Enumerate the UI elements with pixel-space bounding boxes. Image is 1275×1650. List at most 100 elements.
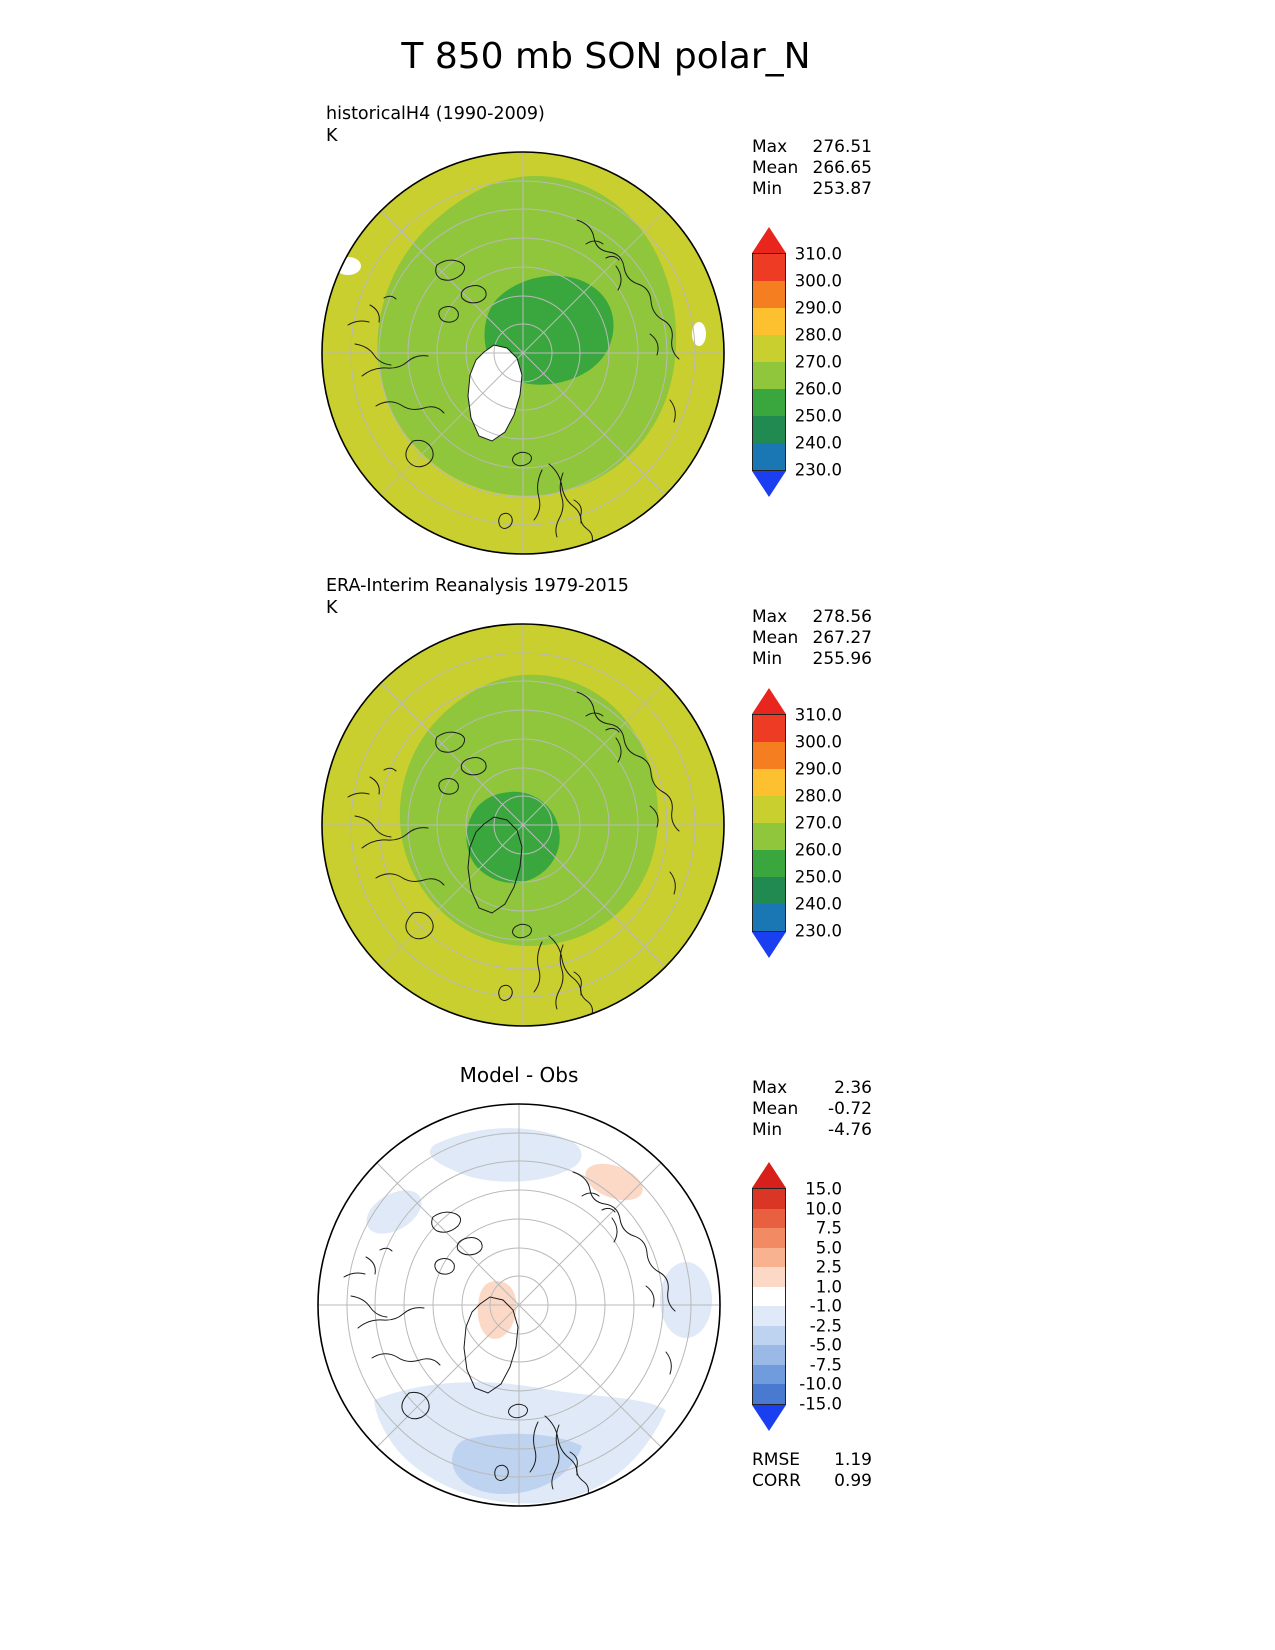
- colorbar-segment: [753, 389, 785, 416]
- stat-value: 253.87: [812, 179, 872, 199]
- panel3-graticule: [318, 1104, 720, 1506]
- panel3-diff-cool-left: [366, 1190, 422, 1234]
- colorbar-tick-label: 280.0: [794, 786, 842, 806]
- colorbar-extend-min-arrow: [752, 1404, 786, 1431]
- stat-label: Min: [752, 179, 783, 199]
- colorbar-extend-max-arrow: [752, 1162, 786, 1188]
- colorbar-tick-label: 230.0: [794, 921, 842, 941]
- colorbar-tick-label: 10.0: [805, 1199, 842, 1218]
- page-title: T 850 mb SON polar_N: [401, 36, 811, 77]
- panel3-stats-block: Max 2.36 Mean -0.72 Min -4.76: [752, 1078, 872, 1141]
- colorbar-segment: [753, 254, 785, 281]
- colorbar-tick-label: 310.0: [794, 705, 842, 725]
- stat-row: Max 276.51: [752, 137, 872, 158]
- colorbar-segment: [753, 416, 785, 443]
- colorbar-segment: [753, 1345, 785, 1365]
- stat-row: RMSE 1.19: [752, 1450, 872, 1471]
- colorbar-tick-label: 310.0: [794, 244, 842, 264]
- colorbar-tick-label: -10.0: [799, 1374, 842, 1394]
- colorbar-segment: [753, 1325, 785, 1345]
- stat-row: Min 253.87: [752, 179, 872, 200]
- colorbar-tick-label: 290.0: [794, 298, 842, 318]
- stat-label: Mean: [752, 1099, 799, 1119]
- panel1-greenland-mask: [468, 345, 522, 441]
- colorbar-tick-label: -1.0: [809, 1296, 842, 1316]
- colorbar-segment: [753, 1286, 785, 1306]
- colorbar-extend-min-arrow: [752, 932, 786, 958]
- panel1-units-label: K: [326, 126, 338, 146]
- colorbar-segment: [753, 1306, 785, 1326]
- panel1-graticule: [322, 152, 724, 554]
- colorbar-tick-label: 300.0: [794, 271, 842, 291]
- colorbar-segment: [753, 362, 785, 389]
- stat-label: Mean: [752, 158, 799, 178]
- colorbar-tick-label: 1.0: [815, 1277, 842, 1296]
- stat-row: Mean 267.27: [752, 628, 872, 649]
- panel2-map-svg: [321, 623, 725, 1027]
- colorbar-segment: [753, 443, 785, 470]
- panel2-stats-block: Max 278.56 Mean 267.27 Min 255.96: [752, 607, 872, 670]
- stat-row: CORR 0.99: [752, 1471, 872, 1492]
- colorbar-segment: [753, 281, 785, 308]
- colorbar-segment: [753, 1384, 785, 1404]
- colorbar-body: [752, 1188, 786, 1405]
- stat-value: 1.19: [834, 1450, 872, 1470]
- stat-row: Max 2.36: [752, 1078, 872, 1099]
- stat-label: Min: [752, 1120, 783, 1140]
- panel3-title: Model - Obs: [459, 1063, 579, 1087]
- stat-label: Min: [752, 649, 783, 669]
- panel3-diff-cool-right: [660, 1262, 712, 1338]
- stat-label: RMSE: [752, 1450, 801, 1470]
- colorbar-segment: [753, 877, 785, 904]
- colorbar-body: [752, 253, 786, 471]
- colorbar-tick-label: 250.0: [794, 867, 842, 887]
- colorbar-extend-min-arrow: [752, 471, 786, 497]
- colorbar-segment: [753, 1208, 785, 1228]
- panel3-map-boundary: [317, 1103, 721, 1507]
- panel3-diff-warm-topright: [585, 1163, 643, 1201]
- panel2-field-250-260: [466, 791, 560, 883]
- colorbar-extend-max-arrow: [752, 227, 786, 253]
- stat-value: 278.56: [812, 607, 872, 627]
- stat-label: Max: [752, 1078, 788, 1098]
- panel3-diff-warm-center: [477, 1280, 517, 1339]
- panel1-missing-patch-right: [692, 322, 706, 346]
- colorbar-tick-label: 290.0: [794, 759, 842, 779]
- colorbar-tick-label: 250.0: [794, 406, 842, 426]
- colorbar-tick-label: 2.5: [815, 1257, 842, 1277]
- panel3-map-svg: [317, 1103, 721, 1507]
- stat-value: 276.51: [812, 137, 872, 157]
- colorbar-extend-max-arrow: [752, 688, 786, 714]
- colorbar-tick-label: 240.0: [794, 433, 842, 453]
- colorbar-tick-label: 230.0: [794, 460, 842, 480]
- panel3-diff-cool-bottom-core: [452, 1433, 582, 1494]
- panel2-units-label: K: [326, 598, 338, 618]
- stat-value: 0.99: [834, 1471, 872, 1491]
- panel1-subtitle: historicalH4 (1990-2009): [326, 104, 545, 124]
- panel2-subtitle: ERA-Interim Reanalysis 1979-2015: [326, 576, 629, 596]
- colorbar-tick-label: 5.0: [815, 1238, 842, 1257]
- colorbar-segment: [753, 850, 785, 877]
- colorbar-segment: [753, 308, 785, 335]
- colorbar-tick-label: 280.0: [794, 325, 842, 345]
- colorbar-body: [752, 714, 786, 932]
- colorbar-tick-label: 300.0: [794, 732, 842, 752]
- colorbar-segment: [753, 796, 785, 823]
- stat-row: Min 255.96: [752, 649, 872, 670]
- panel1-colorbar: 310.0 300.0 290.0 280.0 270.0 260.0 250.0 240.0…: [752, 227, 842, 497]
- stat-row: Max 278.56: [752, 607, 872, 628]
- colorbar-tick-label: -7.5: [809, 1355, 842, 1374]
- colorbar-tick-label: -5.0: [809, 1335, 842, 1355]
- colorbar-segment: [753, 904, 785, 931]
- colorbar-segment: [753, 1364, 785, 1384]
- colorbar-tick-label: 260.0: [794, 840, 842, 860]
- colorbar-tick-label: -15.0: [799, 1394, 842, 1413]
- colorbar-segment: [753, 1189, 785, 1209]
- panel3-skill-block: RMSE 1.19 CORR 0.99: [752, 1450, 872, 1492]
- colorbar-segment: [753, 823, 785, 850]
- panel1-map-boundary: [321, 151, 725, 555]
- stat-row: Mean 266.65: [752, 158, 872, 179]
- panel1-stats-block: Max 276.51 Mean 266.65 Min 253.87: [752, 137, 872, 200]
- stat-value: 2.36: [834, 1078, 872, 1098]
